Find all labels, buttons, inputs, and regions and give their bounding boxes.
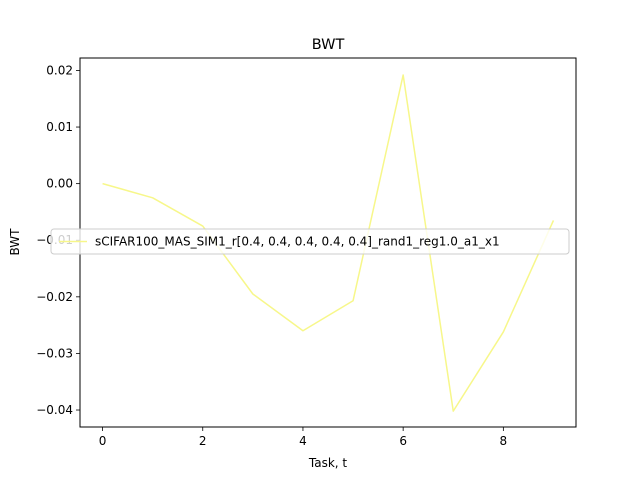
- y-tick-label: 0.00: [46, 177, 73, 191]
- y-tick-label: 0.02: [46, 63, 73, 77]
- x-tick-label: 8: [500, 434, 508, 448]
- y-tick-label: 0.01: [46, 120, 73, 134]
- x-tick-label: 6: [399, 434, 407, 448]
- x-tick-label: 0: [99, 434, 107, 448]
- y-tick-label: −0.03: [36, 346, 73, 360]
- plot-area: [102, 74, 555, 412]
- legend-box: [50, 228, 570, 255]
- x-axis-title: Task, t: [308, 456, 348, 470]
- legend-label: sCIFAR100_MAS_SIM1_r[0.4, 0.4, 0.4, 0.4,…: [95, 235, 500, 249]
- x-tick-label: 4: [299, 434, 307, 448]
- x-tick-label: 2: [199, 434, 207, 448]
- y-tick-label: −0.02: [36, 290, 73, 304]
- legend: sCIFAR100_MAS_SIM1_r[0.4, 0.4, 0.4, 0.4,…: [50, 228, 570, 255]
- chart-title: BWT: [312, 37, 345, 53]
- series-line-0: [102, 74, 555, 412]
- y-axis-title: BWT: [8, 228, 22, 256]
- y-tick-label: −0.04: [36, 403, 73, 417]
